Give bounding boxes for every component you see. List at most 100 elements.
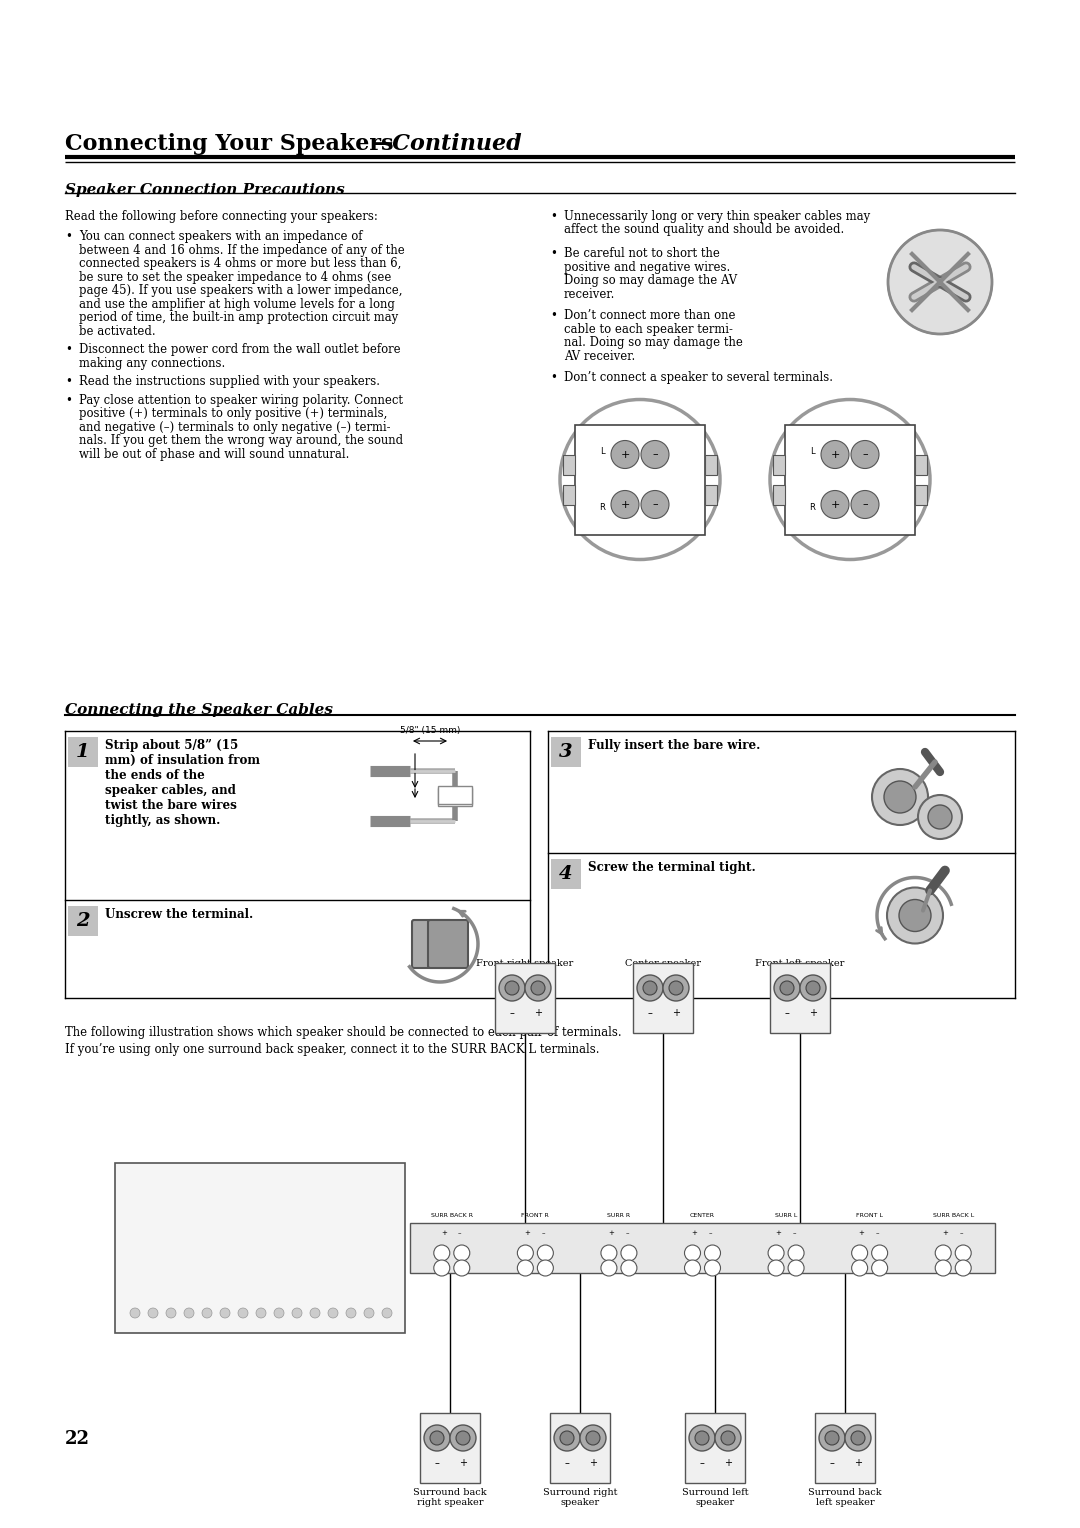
Text: Unscrew the terminal.: Unscrew the terminal.	[105, 908, 253, 921]
Text: be activated.: be activated.	[79, 325, 156, 338]
FancyBboxPatch shape	[705, 454, 717, 475]
Text: AV receiver.: AV receiver.	[564, 350, 635, 362]
Circle shape	[621, 1261, 637, 1276]
Text: •: •	[65, 344, 72, 356]
Text: Be careful not to short the: Be careful not to short the	[564, 248, 720, 260]
Text: Surround back
right speaker: Surround back right speaker	[414, 1488, 487, 1508]
Text: 5/8" (15 mm): 5/8" (15 mm)	[400, 726, 460, 735]
Circle shape	[780, 981, 794, 995]
Text: +: +	[608, 1230, 613, 1236]
Text: —Continued: —Continued	[370, 133, 522, 154]
Circle shape	[788, 1245, 805, 1261]
FancyBboxPatch shape	[773, 454, 785, 475]
Circle shape	[872, 1245, 888, 1261]
Text: Fully insert the bare wire.: Fully insert the bare wire.	[588, 740, 760, 752]
Circle shape	[721, 1432, 735, 1445]
Circle shape	[821, 490, 849, 518]
Bar	[438, 785, 472, 804]
Circle shape	[852, 1245, 867, 1261]
Text: The following illustration shows which speaker should be connected to each pair : The following illustration shows which s…	[65, 1025, 622, 1039]
Circle shape	[685, 1261, 701, 1276]
Text: –: –	[700, 1458, 704, 1468]
Circle shape	[148, 1308, 158, 1319]
Circle shape	[955, 1261, 971, 1276]
Text: +: +	[620, 500, 630, 509]
Circle shape	[517, 1261, 534, 1276]
Text: –: –	[510, 1008, 514, 1018]
FancyBboxPatch shape	[915, 454, 927, 475]
Text: Surround left
speaker: Surround left speaker	[681, 1488, 748, 1508]
Circle shape	[130, 1308, 140, 1319]
FancyBboxPatch shape	[495, 963, 555, 1033]
Text: be sure to set the speaker impedance to 4 ohms (see: be sure to set the speaker impedance to …	[79, 270, 391, 284]
Circle shape	[531, 981, 545, 995]
Text: Read the instructions supplied with your speakers.: Read the instructions supplied with your…	[79, 376, 380, 388]
Text: –: –	[862, 449, 868, 460]
Text: –: –	[829, 1458, 835, 1468]
Circle shape	[704, 1261, 720, 1276]
Circle shape	[517, 1245, 534, 1261]
Circle shape	[430, 1432, 444, 1445]
Text: –: –	[793, 1230, 796, 1236]
Text: +: +	[589, 1458, 597, 1468]
Text: +: +	[854, 1458, 862, 1468]
Circle shape	[292, 1308, 302, 1319]
FancyBboxPatch shape	[551, 859, 581, 889]
Text: making any connections.: making any connections.	[79, 356, 226, 370]
Text: L: L	[810, 448, 814, 455]
FancyBboxPatch shape	[770, 963, 831, 1033]
Text: Don’t connect a speaker to several terminals.: Don’t connect a speaker to several termi…	[564, 371, 833, 384]
Circle shape	[538, 1245, 553, 1261]
Circle shape	[238, 1308, 248, 1319]
Text: Connecting the Speaker Cables: Connecting the Speaker Cables	[65, 703, 333, 717]
FancyBboxPatch shape	[114, 1163, 405, 1332]
Circle shape	[611, 440, 639, 469]
Circle shape	[715, 1426, 741, 1452]
Text: Screw the terminal tight.: Screw the terminal tight.	[588, 860, 756, 874]
Circle shape	[852, 1261, 867, 1276]
Circle shape	[643, 981, 657, 995]
Text: +: +	[859, 1230, 865, 1236]
Circle shape	[768, 1261, 784, 1276]
Text: +: +	[441, 1230, 447, 1236]
Circle shape	[825, 1432, 839, 1445]
Text: •: •	[550, 309, 557, 322]
Circle shape	[642, 440, 669, 469]
Text: Doing so may damage the AV: Doing so may damage the AV	[564, 274, 738, 287]
Text: –: –	[458, 1230, 461, 1236]
FancyBboxPatch shape	[685, 1413, 745, 1484]
Circle shape	[851, 490, 879, 518]
Text: +: +	[459, 1458, 467, 1468]
Text: +: +	[724, 1458, 732, 1468]
Text: –: –	[652, 449, 658, 460]
FancyBboxPatch shape	[411, 920, 453, 969]
Text: +: +	[691, 1230, 698, 1236]
Circle shape	[586, 1432, 600, 1445]
Text: 22: 22	[65, 1430, 90, 1449]
Text: Read the following before connecting your speakers:: Read the following before connecting you…	[65, 209, 378, 223]
Circle shape	[505, 981, 519, 995]
Text: You can connect speakers with an impedance of: You can connect speakers with an impedan…	[79, 231, 363, 243]
Circle shape	[166, 1308, 176, 1319]
Text: Front left speaker: Front left speaker	[755, 960, 845, 969]
Circle shape	[704, 1245, 720, 1261]
Text: +: +	[942, 1230, 948, 1236]
Text: •: •	[550, 248, 557, 260]
Circle shape	[580, 1426, 606, 1452]
Text: Surround back
left speaker: Surround back left speaker	[808, 1488, 881, 1508]
Text: •: •	[65, 394, 72, 406]
Text: R: R	[599, 503, 605, 512]
FancyBboxPatch shape	[420, 1413, 480, 1484]
Circle shape	[774, 975, 800, 1001]
Text: +: +	[620, 449, 630, 460]
Circle shape	[561, 1432, 573, 1445]
Circle shape	[800, 975, 826, 1001]
Circle shape	[525, 975, 551, 1001]
Text: affect the sound quality and should be avoided.: affect the sound quality and should be a…	[564, 223, 845, 237]
Text: positive and negative wires.: positive and negative wires.	[564, 260, 730, 274]
Text: nal. Doing so may damage the: nal. Doing so may damage the	[564, 336, 743, 348]
Text: between 4 and 16 ohms. If the impedance of any of the: between 4 and 16 ohms. If the impedance …	[79, 244, 405, 257]
Circle shape	[918, 795, 962, 839]
Circle shape	[887, 888, 943, 943]
Circle shape	[696, 1432, 708, 1445]
